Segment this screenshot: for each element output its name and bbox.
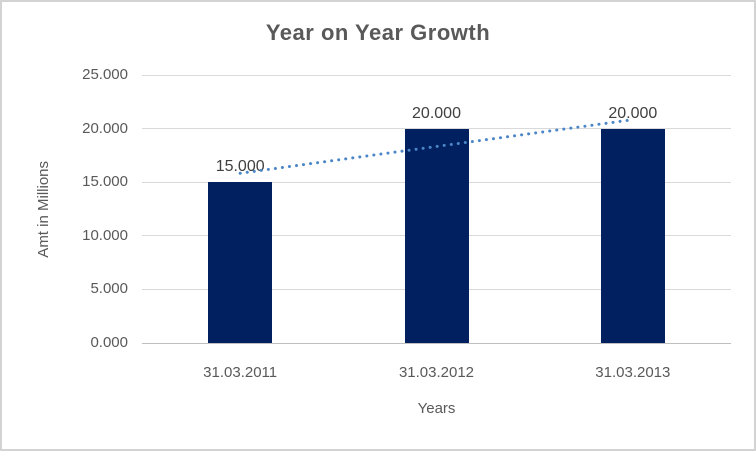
y-tick-label: 20.000 xyxy=(82,119,128,137)
y-tick-label: 0.000 xyxy=(90,334,128,351)
bar-value-label: 15.000 xyxy=(215,158,265,176)
bar xyxy=(404,128,469,343)
chart-title: Year on Year Growth xyxy=(265,20,491,45)
y-tick-label: 10.000 xyxy=(82,226,128,244)
y-tick-label: 15.000 xyxy=(82,173,128,191)
x-axis-title: Years xyxy=(417,400,456,417)
bar xyxy=(208,182,273,343)
bar-value-label: 20.000 xyxy=(608,104,658,122)
gridline xyxy=(142,74,731,76)
bar-value-label: 20.000 xyxy=(412,104,461,122)
bar xyxy=(600,128,665,343)
y-tick-label: 25.000 xyxy=(82,66,128,83)
x-axis-line xyxy=(142,342,731,344)
y-axis-title: Amt in Millions xyxy=(28,75,58,343)
x-tick-label: 31.03.2011 xyxy=(203,364,278,381)
x-tick-label: 31.03.2013 xyxy=(595,364,671,381)
x-tick-label: 31.03.2012 xyxy=(398,364,475,381)
y-tick-label: 5.000 xyxy=(90,280,128,298)
